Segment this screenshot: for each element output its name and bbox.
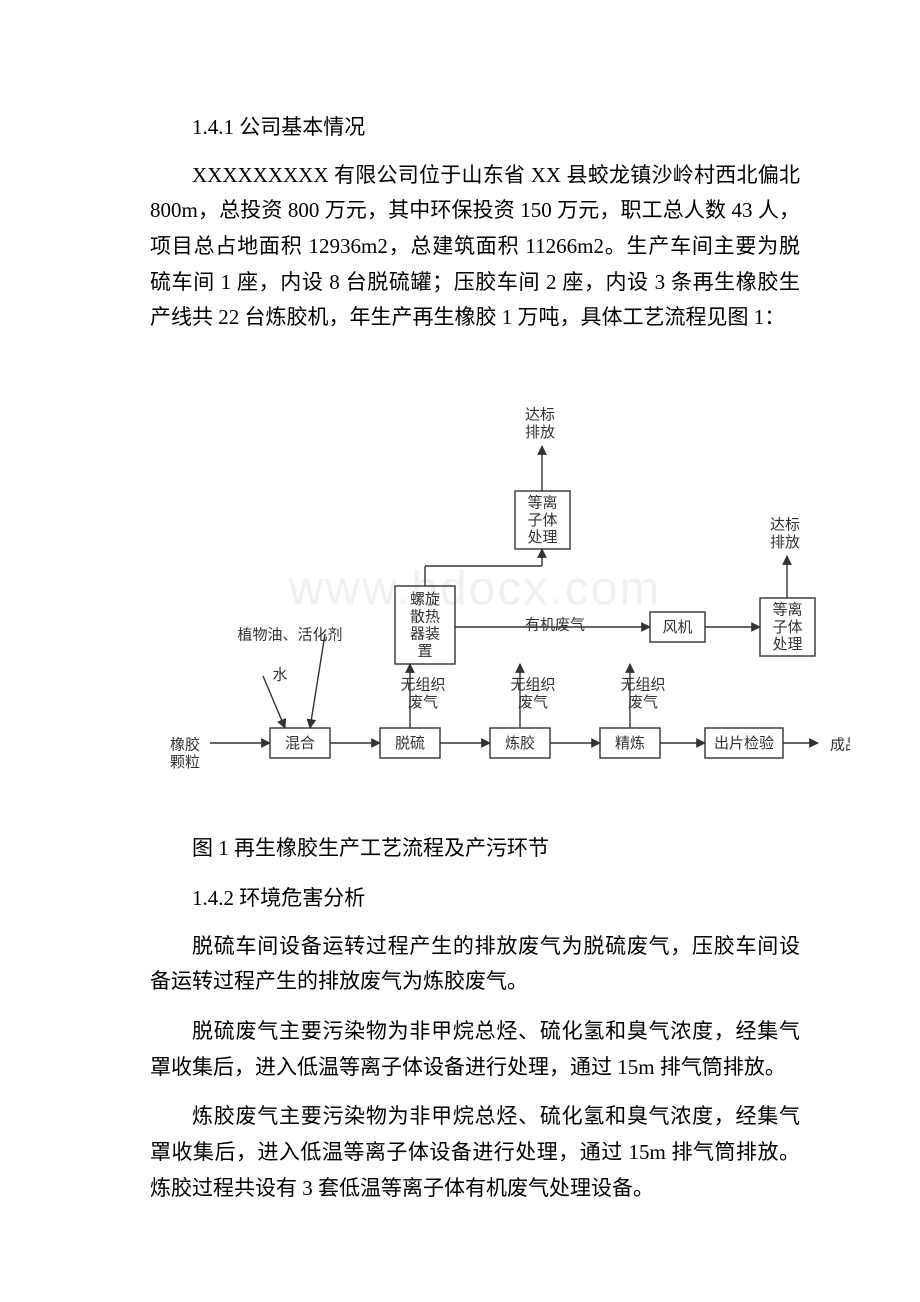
section-1-4-1-body: XXXXXXXXX 有限公司位于山东省 XX 县蛟龙镇沙岭村西北偏北 800m，… bbox=[150, 158, 800, 336]
svg-text:散热: 散热 bbox=[410, 608, 440, 625]
svg-text:颗粒: 颗粒 bbox=[170, 754, 200, 771]
svg-text:橡胶: 橡胶 bbox=[170, 737, 200, 754]
svg-text:精炼: 精炼 bbox=[615, 735, 645, 752]
svg-text:排放: 排放 bbox=[525, 424, 555, 441]
svg-text:器装: 器装 bbox=[410, 626, 440, 643]
svg-text:废气: 废气 bbox=[518, 694, 548, 711]
section-1-4-2-p1: 脱硫车间设备运转过程产生的排放废气为脱硫废气，压胶车间设备运转过程产生的排放废气… bbox=[150, 929, 800, 1000]
svg-text:螺旋: 螺旋 bbox=[410, 591, 440, 608]
svg-text:置: 置 bbox=[417, 644, 432, 660]
svg-text:水: 水 bbox=[272, 667, 287, 684]
svg-text:废气: 废气 bbox=[408, 694, 438, 711]
svg-text:有机废气: 有机废气 bbox=[525, 617, 585, 634]
figure-1-caption: 图 1 再生橡胶生产工艺流程及产污环节 bbox=[150, 831, 800, 867]
svg-text:植物油、活化剂: 植物油、活化剂 bbox=[237, 627, 342, 644]
svg-text:等离: 等离 bbox=[772, 601, 802, 619]
svg-text:无组织: 无组织 bbox=[620, 677, 665, 694]
svg-text:处理: 处理 bbox=[527, 529, 557, 546]
flowchart-svg: 橡胶颗粒混合脱硫炼胶精炼出片检验成品水植物油、活化剂螺旋散热器装置无组织废气无组… bbox=[150, 376, 850, 796]
section-1-4-2-p2: 脱硫废气主要污染物为非甲烷总烃、硫化氢和臭气浓度，经集气罩收集后，进入低温等离子… bbox=[150, 1014, 800, 1085]
svg-text:出片检验: 出片检验 bbox=[714, 735, 774, 752]
svg-text:子体: 子体 bbox=[527, 512, 557, 529]
svg-text:排放: 排放 bbox=[770, 534, 800, 551]
document-page: 1.4.1 公司基本情况 XXXXXXXXX 有限公司位于山东省 XX 县蛟龙镇… bbox=[0, 0, 920, 1280]
svg-text:成品: 成品 bbox=[830, 737, 850, 754]
figure-1-flowchart: www.bdocx.com 橡胶颗粒混合脱硫炼胶精炼出片检验成品水植物油、活化剂… bbox=[150, 376, 800, 801]
svg-text:达标: 达标 bbox=[525, 407, 555, 424]
section-1-4-1-heading: 1.4.1 公司基本情况 bbox=[150, 110, 800, 146]
svg-text:风机: 风机 bbox=[662, 619, 692, 636]
svg-text:子体: 子体 bbox=[772, 619, 802, 636]
section-1-4-2-heading: 1.4.2 环境危害分析 bbox=[150, 881, 800, 917]
svg-text:达标: 达标 bbox=[770, 517, 800, 534]
section-1-4-2-p3: 炼胶废气主要污染物为非甲烷总烃、硫化氢和臭气浓度，经集气罩收集后，进入低温等离子… bbox=[150, 1099, 800, 1206]
svg-text:废气: 废气 bbox=[628, 694, 658, 711]
svg-text:等离: 等离 bbox=[527, 494, 557, 512]
svg-text:处理: 处理 bbox=[772, 636, 802, 653]
svg-text:脱硫: 脱硫 bbox=[395, 735, 425, 752]
svg-text:炼胶: 炼胶 bbox=[505, 735, 535, 752]
svg-text:无组织: 无组织 bbox=[510, 677, 555, 694]
svg-text:无组织: 无组织 bbox=[400, 677, 445, 694]
svg-text:混合: 混合 bbox=[285, 735, 315, 752]
